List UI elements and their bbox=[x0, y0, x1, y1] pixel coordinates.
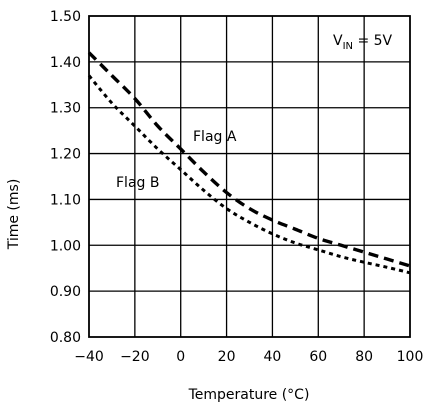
condition-prefix: V bbox=[333, 33, 343, 49]
y-tick-label: 1.10 bbox=[50, 192, 81, 208]
y-tick-label: 1.00 bbox=[50, 238, 81, 254]
y-tick-label: 1.30 bbox=[50, 101, 81, 117]
y-tick-label: 0.80 bbox=[50, 330, 81, 346]
condition-subscript: IN bbox=[343, 41, 353, 52]
x-axis-label: Temperature (°C) bbox=[188, 387, 310, 403]
plot-area-frame bbox=[88, 15, 411, 338]
series-group bbox=[87, 51, 411, 275]
condition-annotation: VIN = 5V bbox=[333, 33, 393, 52]
y-tick-label: 1.50 bbox=[50, 9, 81, 25]
grid bbox=[89, 16, 410, 337]
x-tick-label: −20 bbox=[120, 349, 150, 365]
y-axis-label: Time (ms) bbox=[6, 179, 22, 251]
x-tick-label: 80 bbox=[355, 349, 373, 365]
series-line-flag-b bbox=[87, 74, 411, 275]
x-tick-label: 100 bbox=[397, 349, 424, 365]
series-line-flag-a bbox=[87, 51, 411, 268]
y-tick-labels: 0.80 0.90 1.00 1.10 1.20 1.30 1.40 1.50 bbox=[50, 9, 81, 346]
x-tick-label: 20 bbox=[218, 349, 236, 365]
x-tick-labels: −40 −20 0 20 40 60 80 100 bbox=[74, 349, 423, 365]
x-tick-label: 40 bbox=[264, 349, 282, 365]
x-tick-label: 60 bbox=[309, 349, 327, 365]
series-label-flag-a: Flag A bbox=[193, 129, 237, 145]
y-tick-label: 0.90 bbox=[50, 284, 81, 300]
y-tick-label: 1.40 bbox=[50, 55, 81, 71]
x-tick-label: −40 bbox=[74, 349, 104, 365]
series-label-flag-b: Flag B bbox=[116, 175, 159, 191]
y-tick-label: 1.20 bbox=[50, 147, 81, 163]
condition-suffix: = 5V bbox=[353, 33, 393, 49]
x-tick-label: 0 bbox=[176, 349, 185, 365]
